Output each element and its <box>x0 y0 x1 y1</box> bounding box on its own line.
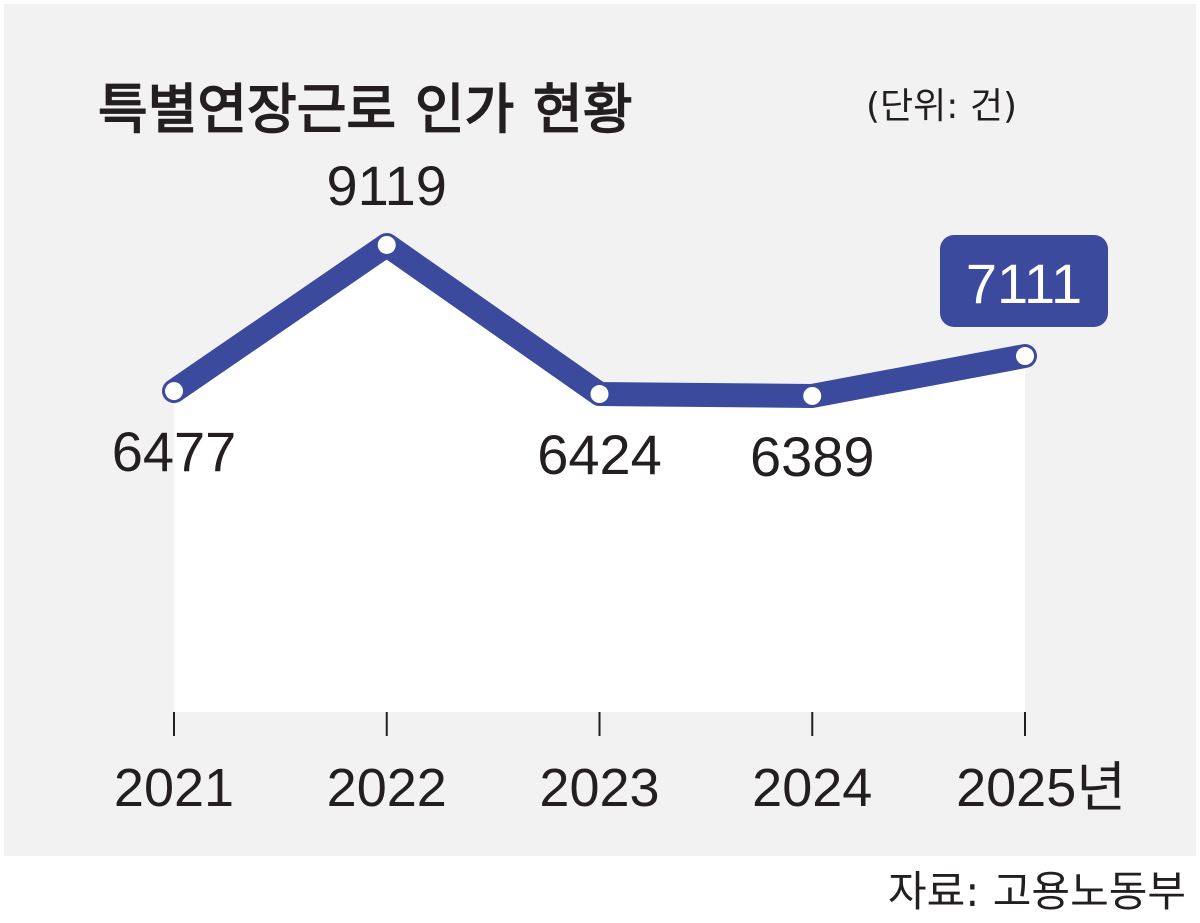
value-badge <box>940 235 1108 327</box>
x-tick-label: 2021 <box>114 758 234 818</box>
data-point <box>803 386 822 405</box>
line-chart: 특별연장근로 인가 현황 (단위: 건) 6477 9119 6424 6389 711… <box>98 78 1126 818</box>
value-label: 6389 <box>750 425 875 488</box>
value-label: 9119 <box>327 154 447 217</box>
x-tick-label: 2022 <box>327 758 447 818</box>
data-point <box>377 235 396 254</box>
x-tick-labels: 2021 2022 2023 2024 2025년 <box>114 758 1126 818</box>
data-points <box>165 235 1034 405</box>
x-axis-ticks <box>173 712 1026 736</box>
unit-label: (단위: 건) <box>866 86 1017 127</box>
x-tick-label: 2023 <box>539 758 659 818</box>
source-note: 자료: 고용노동부 <box>888 867 1186 916</box>
x-tick-label: 2025년 <box>956 758 1126 818</box>
data-point <box>1016 347 1034 366</box>
data-point <box>165 382 183 401</box>
x-tick-label: 2024 <box>752 758 872 818</box>
area-fill <box>174 244 1025 712</box>
value-label: 6424 <box>537 423 662 486</box>
value-labels: 6477 9119 6424 6389 7111 <box>112 154 1108 488</box>
data-point <box>590 385 609 404</box>
value-label: 6477 <box>112 420 237 483</box>
value-label: 7111 <box>966 252 1082 315</box>
chart-title: 특별연장근로 인가 현황 <box>98 78 632 141</box>
